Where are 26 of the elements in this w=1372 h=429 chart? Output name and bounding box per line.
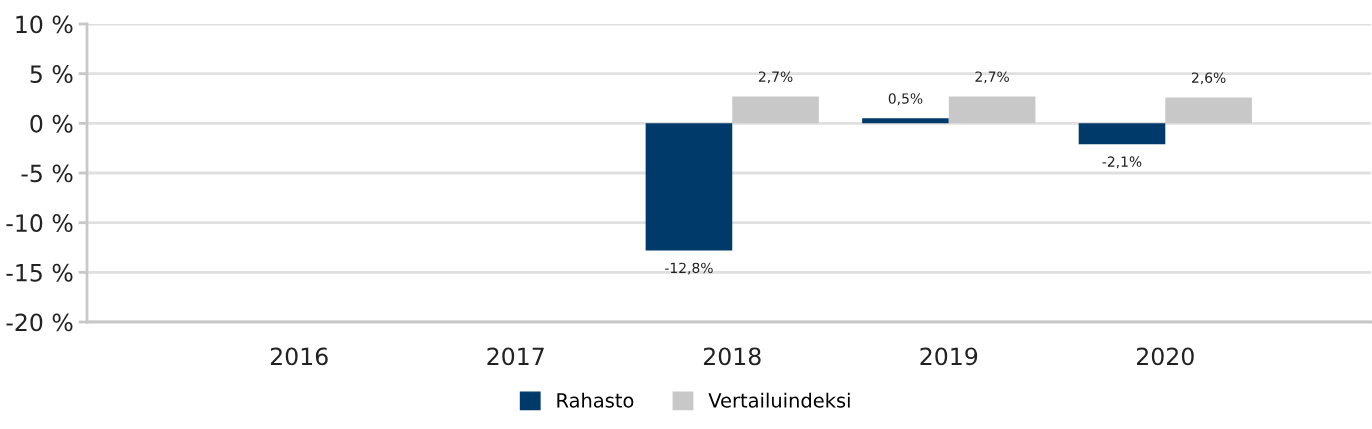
y-tick-label: -5 % xyxy=(21,164,73,183)
bar xyxy=(645,123,733,251)
bar xyxy=(1078,123,1166,145)
y-tick-label: 0 % xyxy=(30,114,73,133)
x-tick-label: 2019 xyxy=(920,347,978,366)
y-tick-label: -10 % xyxy=(6,214,73,232)
legend-label: Rahasto xyxy=(557,392,634,408)
bar xyxy=(732,96,819,124)
bar xyxy=(948,96,1036,124)
legend-label: Vertailuindeksi xyxy=(708,392,850,408)
data-label: 2,7% xyxy=(758,71,793,84)
x-tick-label: 2020 xyxy=(1136,347,1194,366)
y-tick-label: 5 % xyxy=(30,65,73,83)
x-tick-label: 2016 xyxy=(270,347,328,366)
x-tick-label: 2017 xyxy=(487,347,544,366)
y-tick-label: 10 % xyxy=(16,15,73,34)
y-tick-label: -15 % xyxy=(6,263,73,282)
data-label: 0,5% xyxy=(888,93,923,106)
data-label: 2,7% xyxy=(975,71,1009,84)
data-label: -12,8% xyxy=(665,262,713,275)
bar xyxy=(1165,97,1252,124)
y-tick-label: -20 % xyxy=(6,313,73,332)
bar xyxy=(862,118,949,124)
data-label: -2,1% xyxy=(1102,156,1142,169)
data-label: 2,6% xyxy=(1191,72,1226,85)
x-tick-label: 2018 xyxy=(703,347,761,366)
